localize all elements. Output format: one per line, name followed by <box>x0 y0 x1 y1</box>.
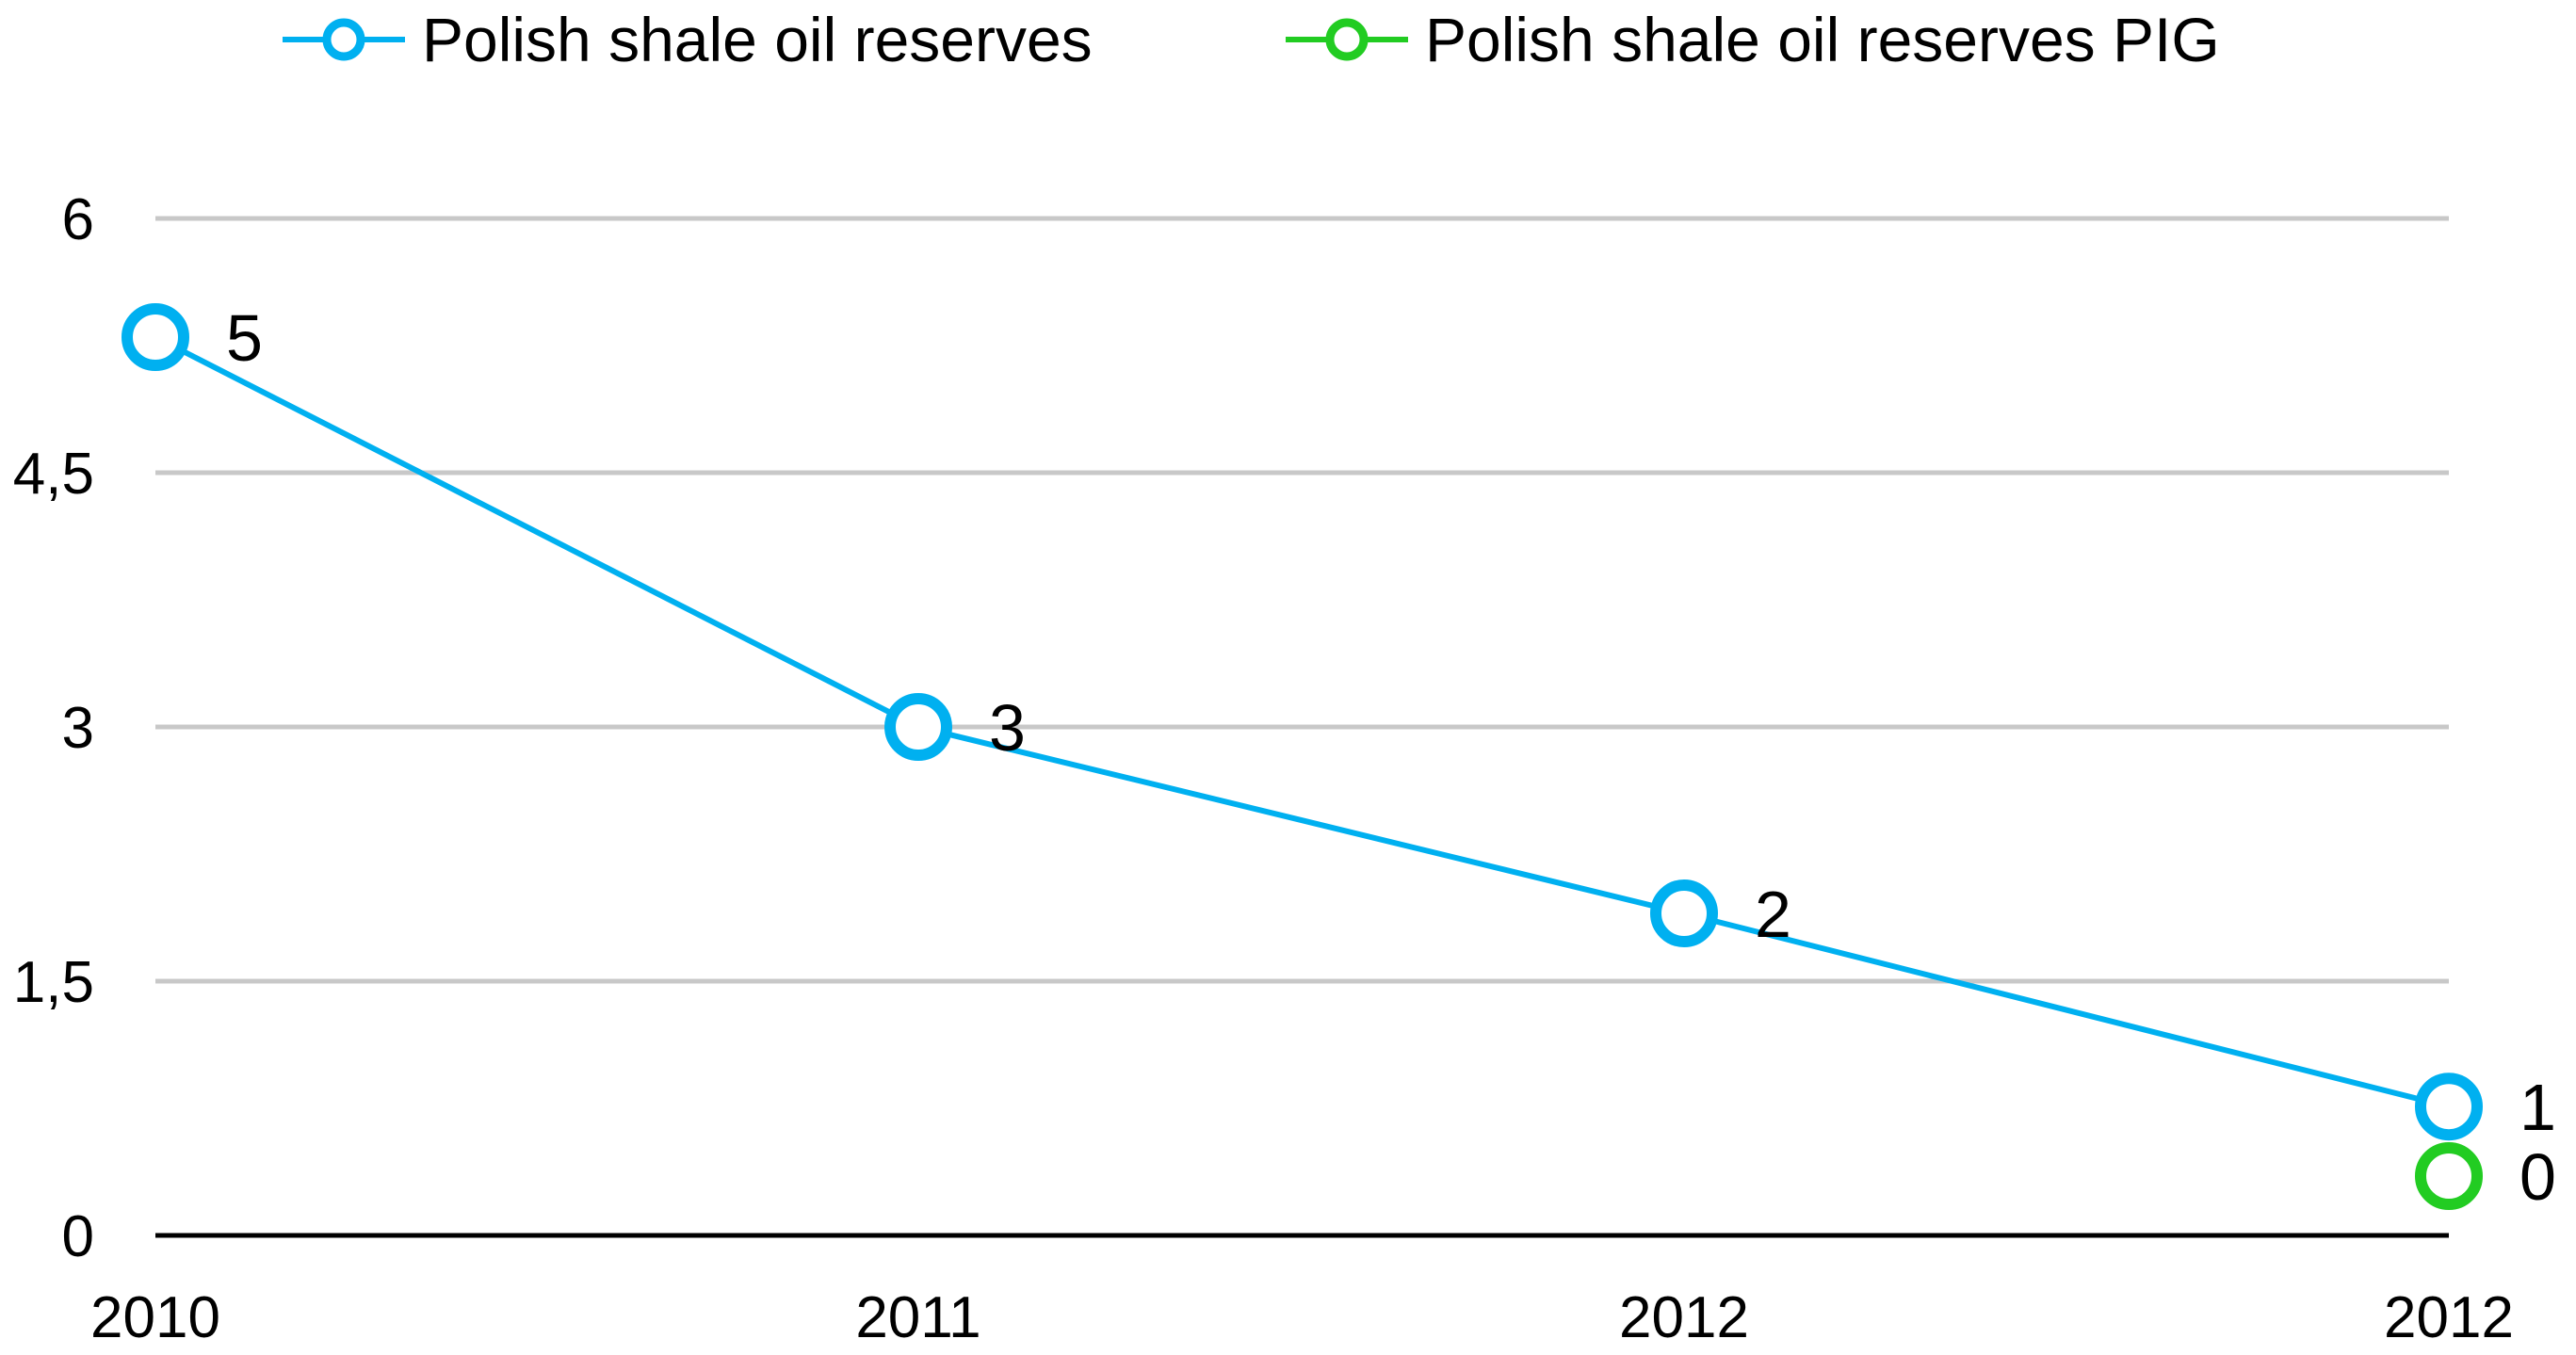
series-1: 5 3 2 1 <box>122 301 2556 1144</box>
legend-item: Polish shale oil reserves <box>283 5 1093 74</box>
data-label: 3 <box>989 691 1026 765</box>
series-2: 0 <box>2415 1140 2556 1214</box>
legend-item: Polish shale oil reserves PIG <box>1286 5 2220 74</box>
x-tick-label: 2010 <box>90 1285 220 1350</box>
y-tick-label: 3 <box>62 696 94 761</box>
y-tick-label: 0 <box>62 1204 94 1269</box>
legend-marker <box>1325 18 1369 61</box>
x-tick-label: 2012 <box>1619 1285 1749 1350</box>
data-label: 5 <box>226 301 263 375</box>
x-tick-label: 2012 <box>2384 1285 2514 1350</box>
legend-label: Polish shale oil reserves <box>422 5 1093 74</box>
data-point-marker <box>122 303 189 371</box>
y-tick-label: 1,5 <box>13 950 94 1015</box>
data-point-marker <box>1650 879 1718 947</box>
data-point-marker <box>2415 1073 2483 1141</box>
data-point-marker <box>2415 1142 2483 1210</box>
legend: Polish shale oil reserves Polish shale oi… <box>283 5 2220 74</box>
data-label: 2 <box>1755 878 1791 951</box>
data-point-marker <box>884 693 952 761</box>
series-line <box>154 334 2450 1110</box>
x-axis-tick-labels: 2010 2011 2012 2012 <box>90 1285 2514 1350</box>
y-tick-label: 6 <box>62 187 94 252</box>
y-axis-tick-labels: 0 1,5 3 4,5 6 <box>13 187 94 1269</box>
x-tick-label: 2011 <box>855 1285 980 1350</box>
legend-marker <box>322 18 365 61</box>
series-layer: 5 3 2 10 <box>122 301 2556 1214</box>
gridlines <box>155 216 2449 1238</box>
data-label: 1 <box>2519 1071 2556 1144</box>
data-label: 0 <box>2519 1140 2556 1214</box>
y-tick-label: 4,5 <box>13 442 94 507</box>
legend-label: Polish shale oil reserves PIG <box>1425 5 2220 74</box>
